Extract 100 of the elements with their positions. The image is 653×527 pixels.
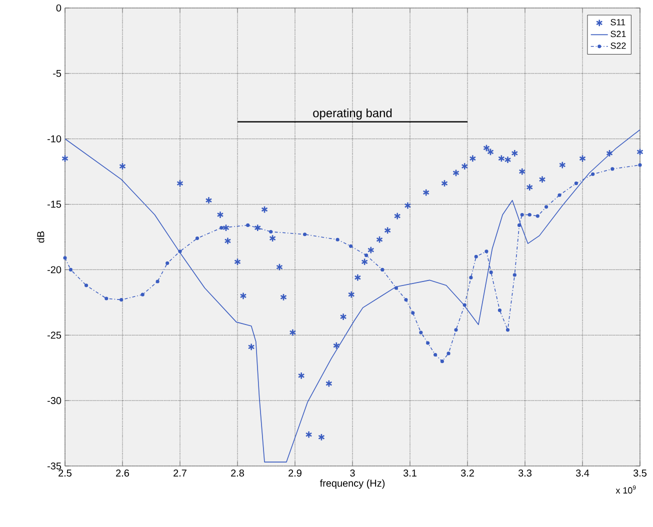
point bbox=[518, 168, 526, 176]
point bbox=[298, 372, 305, 380]
point bbox=[446, 352, 450, 356]
point bbox=[234, 258, 241, 266]
point bbox=[246, 223, 250, 228]
point bbox=[63, 256, 67, 260]
y-tick-label: -20 bbox=[48, 266, 62, 274]
x-tick-label: 2.9 bbox=[288, 470, 302, 477]
point bbox=[205, 196, 212, 204]
point bbox=[426, 341, 430, 345]
point bbox=[216, 210, 224, 219]
x-tick-label: 3.5 bbox=[633, 470, 647, 477]
point bbox=[68, 268, 73, 272]
point bbox=[336, 238, 340, 242]
point bbox=[469, 154, 476, 162]
x-tick-label: 2.5 bbox=[58, 470, 72, 477]
point bbox=[498, 154, 505, 162]
point bbox=[440, 360, 444, 364]
point bbox=[498, 308, 502, 312]
point bbox=[558, 161, 566, 169]
point bbox=[536, 214, 540, 218]
annotation: operating band bbox=[313, 108, 392, 120]
point bbox=[441, 180, 448, 188]
x-tick-label: 3.2 bbox=[460, 470, 474, 477]
y-tick-label: 0 bbox=[56, 4, 62, 12]
x-tick-label: 2.6 bbox=[116, 470, 129, 477]
point bbox=[511, 149, 518, 158]
point bbox=[367, 246, 374, 254]
x-axis-title: frequency (Hz) bbox=[320, 479, 385, 489]
point bbox=[84, 284, 88, 288]
x-tick-label: 3 bbox=[350, 470, 355, 477]
point bbox=[526, 183, 534, 192]
legend-label: S22 bbox=[610, 42, 626, 49]
point bbox=[636, 148, 644, 156]
point bbox=[332, 342, 340, 350]
point bbox=[280, 293, 287, 302]
point bbox=[140, 292, 144, 296]
point bbox=[419, 330, 423, 334]
point bbox=[452, 169, 460, 177]
point bbox=[348, 244, 353, 248]
x-tick-label: 2.7 bbox=[174, 470, 186, 476]
point bbox=[504, 156, 512, 164]
point bbox=[574, 182, 578, 186]
point bbox=[348, 290, 355, 298]
point bbox=[520, 212, 524, 217]
point bbox=[528, 212, 532, 217]
point bbox=[318, 433, 325, 442]
y-tick-label: -15 bbox=[48, 200, 62, 208]
point bbox=[638, 163, 642, 167]
point bbox=[62, 154, 68, 162]
point bbox=[276, 263, 283, 271]
point bbox=[404, 202, 412, 210]
point bbox=[411, 311, 415, 315]
point bbox=[384, 226, 391, 234]
legend-label: S21 bbox=[610, 30, 626, 38]
point bbox=[404, 298, 408, 302]
point bbox=[156, 280, 160, 284]
legend-label: S11 bbox=[610, 19, 626, 26]
point bbox=[361, 258, 368, 266]
point bbox=[517, 223, 522, 228]
point bbox=[489, 270, 493, 274]
point bbox=[195, 236, 200, 240]
point bbox=[261, 206, 268, 214]
point bbox=[220, 226, 224, 230]
point bbox=[591, 172, 595, 176]
point bbox=[364, 254, 368, 258]
point bbox=[474, 254, 478, 258]
point bbox=[544, 205, 548, 209]
point bbox=[434, 352, 438, 357]
y-tick-label: -25 bbox=[48, 332, 62, 339]
point bbox=[305, 430, 312, 438]
point bbox=[269, 234, 276, 242]
point bbox=[484, 250, 488, 254]
point bbox=[166, 261, 170, 265]
x-tick-label: 3.4 bbox=[576, 470, 590, 477]
point bbox=[462, 303, 466, 307]
point bbox=[222, 224, 230, 232]
y-tick-label: -10 bbox=[48, 135, 62, 142]
point bbox=[248, 343, 255, 351]
point bbox=[289, 328, 296, 336]
point bbox=[119, 162, 126, 170]
point bbox=[506, 328, 510, 332]
point bbox=[104, 296, 108, 300]
point bbox=[380, 268, 384, 272]
point bbox=[461, 162, 468, 170]
point bbox=[610, 167, 614, 171]
point bbox=[224, 237, 232, 245]
y-tick-label: -5 bbox=[53, 70, 62, 77]
point bbox=[326, 380, 332, 388]
point bbox=[512, 273, 516, 277]
point bbox=[178, 250, 182, 254]
point bbox=[394, 212, 401, 220]
point bbox=[240, 292, 247, 300]
line-series bbox=[65, 129, 640, 462]
point bbox=[120, 298, 124, 302]
y-tick-label: -30 bbox=[48, 397, 62, 404]
point bbox=[579, 154, 586, 162]
point bbox=[469, 276, 473, 280]
x-tick-label: 3.1 bbox=[403, 470, 416, 477]
point bbox=[606, 149, 613, 158]
